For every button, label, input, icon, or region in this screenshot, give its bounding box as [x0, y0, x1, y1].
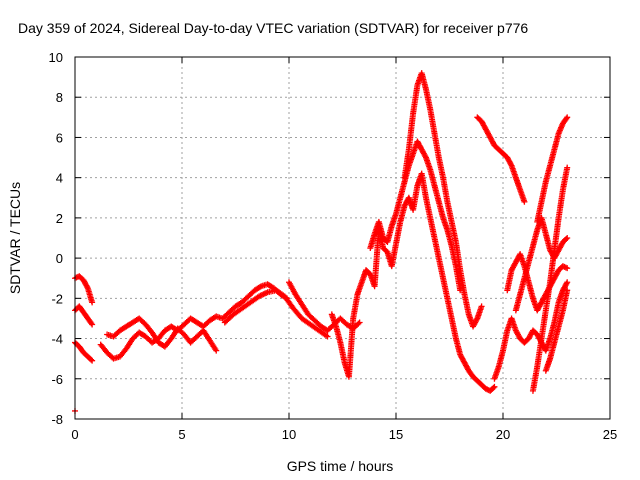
y-tick-label: -8 — [51, 412, 63, 427]
plot-frame — [74, 56, 611, 420]
y-tick-label: 0 — [56, 251, 63, 266]
data-point — [564, 265, 571, 272]
data-point — [563, 236, 570, 243]
data-point — [473, 316, 480, 323]
x-tick-label: 5 — [178, 427, 185, 442]
data-point — [478, 303, 485, 310]
y-tick-label: 4 — [56, 171, 63, 186]
y-tick-label: -6 — [51, 372, 63, 387]
y-tick-label: 6 — [56, 130, 63, 145]
data-point — [88, 320, 95, 327]
data-point — [256, 284, 263, 291]
data-point — [521, 198, 528, 205]
data-point — [507, 161, 514, 168]
y-tick-label: 2 — [56, 211, 63, 226]
y-axis-ticks: -8 -6 -4 -2 0 2 4 6 8 10 — [49, 50, 610, 427]
data-point — [564, 279, 571, 286]
chart-title: Day 359 of 2024, Sidereal Day-to-day VTE… — [18, 20, 528, 36]
data-point — [491, 383, 498, 390]
data-point — [89, 321, 96, 328]
y-tick-label: 8 — [56, 90, 63, 105]
data-point — [563, 280, 570, 287]
y-axis-label: SDTVAR / TECUs — [7, 182, 23, 294]
x-tick-label: 0 — [71, 427, 78, 442]
x-tick-label: 20 — [496, 427, 510, 442]
y-tick-label: 10 — [49, 50, 63, 65]
data-point — [490, 384, 497, 391]
data-point — [564, 235, 571, 241]
data-point — [88, 356, 95, 363]
data-point — [355, 320, 362, 327]
data-point — [324, 333, 331, 340]
x-axis-label: GPS time / hours — [287, 458, 394, 474]
data-point — [564, 164, 571, 171]
data-point — [89, 357, 96, 364]
data-point — [84, 283, 91, 290]
x-tick-label: 10 — [282, 427, 296, 442]
data-point — [422, 153, 429, 160]
y-tick-label: -4 — [51, 332, 63, 347]
data-point — [356, 319, 363, 326]
data-points — [72, 70, 571, 414]
data-point — [89, 299, 96, 306]
x-axis-ticks: 0 5 10 15 20 25 — [71, 57, 617, 442]
data-point — [563, 115, 570, 122]
data-point — [213, 347, 220, 354]
x-tick-label: 15 — [389, 427, 403, 442]
y-tick-label: -2 — [51, 291, 63, 306]
data-point — [564, 114, 571, 121]
x-tick-label: 25 — [603, 427, 617, 442]
data-point — [564, 287, 571, 294]
data-point — [562, 264, 569, 271]
